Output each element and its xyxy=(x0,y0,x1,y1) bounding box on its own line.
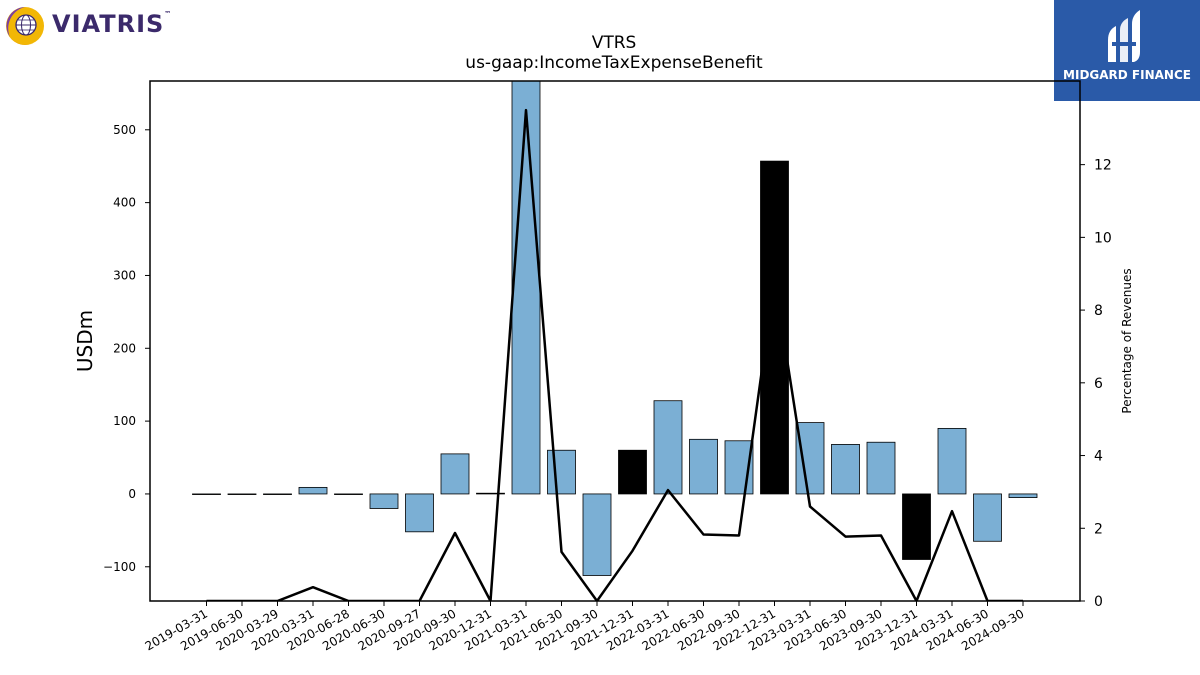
bar xyxy=(760,160,789,495)
viatris-globe-icon xyxy=(6,7,44,46)
y-tick-label: 300 xyxy=(113,268,136,282)
y-tick-label: −100 xyxy=(103,560,136,574)
bar xyxy=(831,444,860,495)
y2-tick-label: 6 xyxy=(1094,376,1103,392)
bar xyxy=(227,493,257,495)
bar xyxy=(334,493,363,495)
y2-tick-label: 10 xyxy=(1094,230,1112,246)
y2-tick-label: 4 xyxy=(1094,449,1103,465)
bar xyxy=(547,449,576,495)
bar xyxy=(653,400,683,495)
bar xyxy=(973,493,1002,542)
plot-area: −10001002003004005000246810122019-03-312… xyxy=(103,80,1112,653)
bar xyxy=(511,81,541,495)
midgard-finance-logo: MIDGARD FINANCE xyxy=(1054,0,1200,101)
chart-subtitle: us-gaap:IncomeTaxExpenseBenefit xyxy=(465,53,763,73)
y-tick-label: 100 xyxy=(113,414,136,428)
bar xyxy=(689,438,718,495)
viatris-logo: VIATRIS™ xyxy=(4,4,174,48)
y-tick-label: 400 xyxy=(113,196,136,210)
y2-tick-label: 2 xyxy=(1094,521,1103,537)
y-axis-label: USDm xyxy=(73,310,97,372)
midgard-mark-icon xyxy=(1108,10,1140,62)
bar xyxy=(192,493,221,495)
bar xyxy=(440,453,470,495)
bar xyxy=(902,493,931,560)
y-tick-label: 200 xyxy=(113,341,136,355)
bar xyxy=(298,486,328,495)
bar xyxy=(1008,493,1038,498)
y2-tick-label: 8 xyxy=(1094,303,1103,319)
midgard-finance-name: MIDGARD FINANCE xyxy=(1063,68,1191,82)
chart-title: VTRS xyxy=(592,33,637,53)
bar xyxy=(866,441,896,495)
revenue-percentage-line xyxy=(206,108,1023,601)
bar xyxy=(582,493,612,576)
bar xyxy=(795,422,825,495)
plot-frame xyxy=(149,80,1081,602)
bar xyxy=(618,449,647,495)
y-tick-label: 0 xyxy=(128,487,136,501)
bar xyxy=(369,493,399,509)
bar xyxy=(263,493,292,495)
bar xyxy=(937,427,967,495)
y2-axis-label: Percentage of Revenues xyxy=(1120,268,1134,413)
y2-tick-label: 0 xyxy=(1094,594,1103,610)
viatris-wordmark: VIATRIS™ xyxy=(52,10,173,38)
bar xyxy=(476,492,505,495)
y2-tick-label: 12 xyxy=(1094,158,1112,174)
y-tick-label: 500 xyxy=(113,123,136,137)
bar xyxy=(405,493,434,533)
